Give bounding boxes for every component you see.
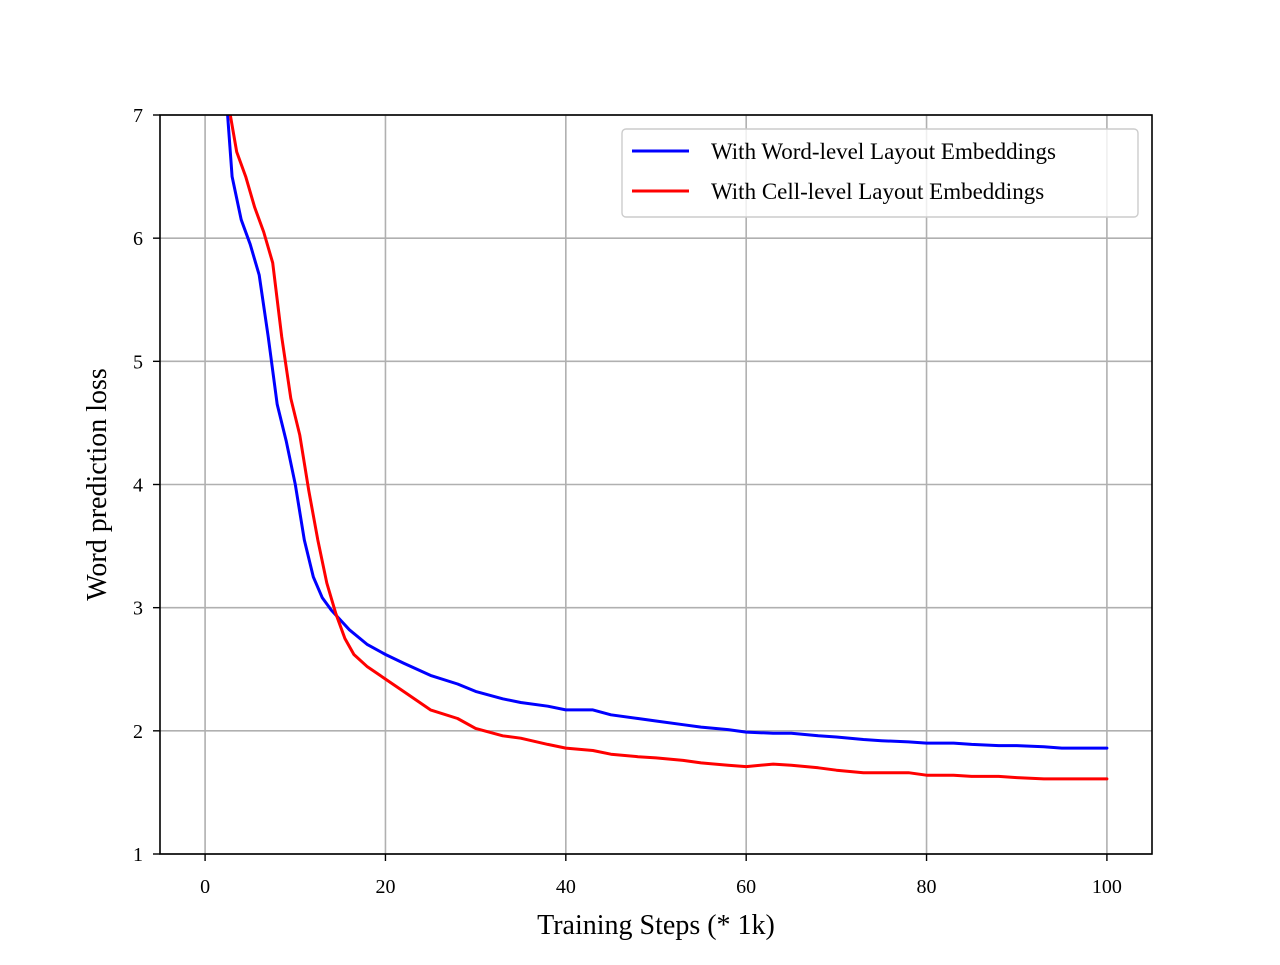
x-tick-label: 40: [556, 876, 576, 898]
legend-label: With Word-level Layout Embeddings: [711, 139, 1056, 164]
axis-ticks: 0 20 40 60 80 100 1 2 3 4 5 6 7: [133, 105, 1122, 898]
legend-box: [621, 128, 1139, 218]
x-axis-title: Training Steps (* 1k): [537, 910, 775, 941]
y-tick-label: 2: [133, 721, 143, 743]
x-tick-label: 20: [375, 876, 395, 898]
legend: With Word-level Layout Embeddings With Ce…: [621, 128, 1139, 218]
y-tick-label: 3: [133, 598, 143, 620]
legend-label: With Cell-level Layout Embeddings: [711, 179, 1044, 204]
y-tick-label: 1: [133, 844, 143, 866]
x-tick-label: 100: [1092, 876, 1122, 898]
y-axis-title: Word prediction loss: [82, 368, 113, 601]
y-tick-label: 7: [133, 105, 143, 127]
y-tick-label: 5: [133, 351, 143, 373]
series-lines: [226, 115, 1109, 781]
series-line-1: [226, 115, 1109, 750]
x-tick-label: 80: [917, 876, 937, 898]
y-tick-label: 6: [133, 228, 143, 250]
y-tick-label: 4: [133, 475, 143, 497]
x-tick-label: 0: [200, 876, 210, 898]
x-tick-label: 60: [736, 876, 756, 898]
series-line-2: [228, 115, 1109, 781]
